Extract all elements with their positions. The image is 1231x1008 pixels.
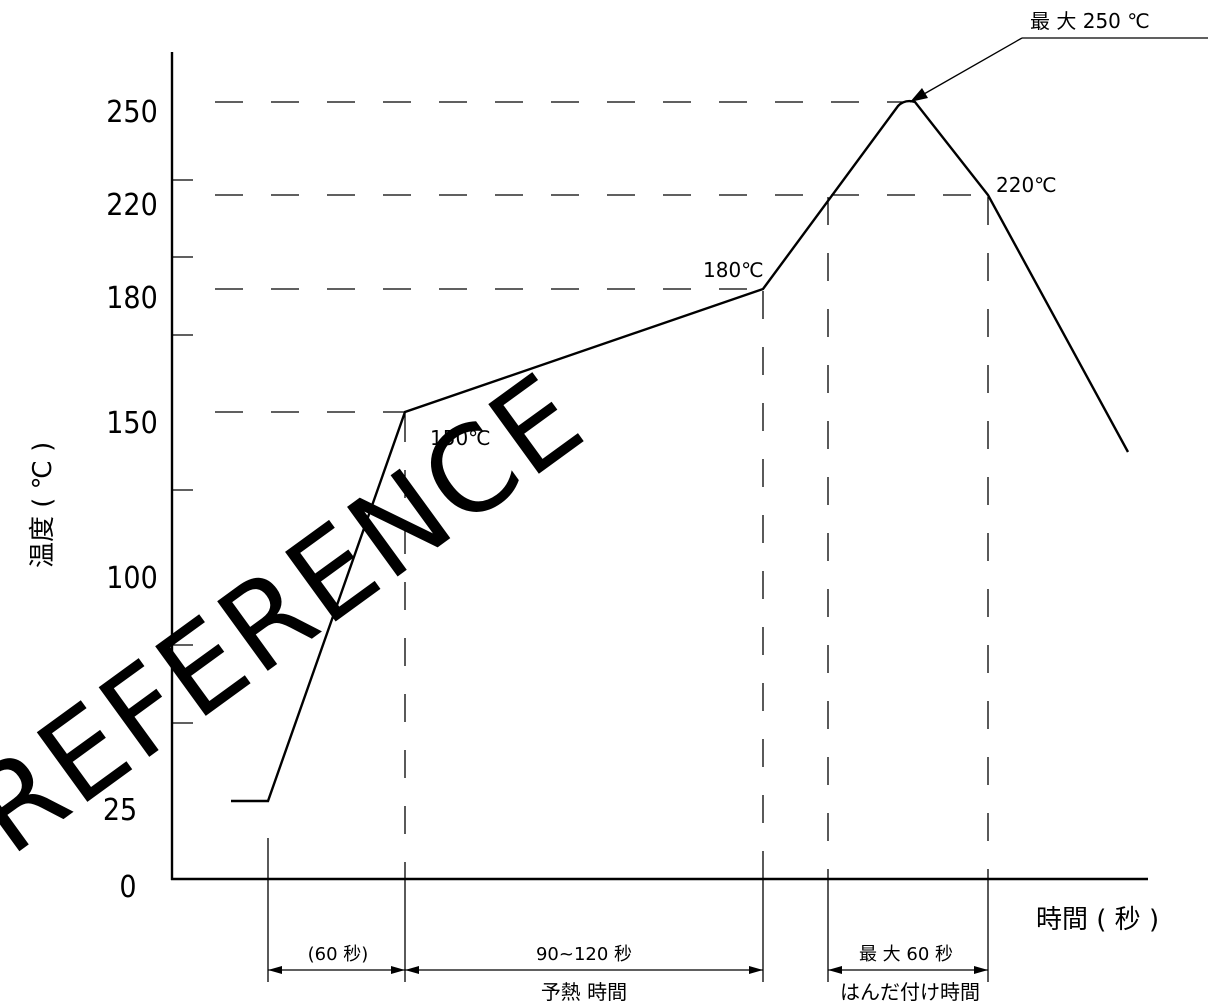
point-label-180: 180℃ bbox=[703, 258, 764, 282]
y-tick-label: 250 bbox=[106, 95, 158, 130]
callout-arrowhead bbox=[910, 88, 928, 102]
axes bbox=[170, 52, 1148, 881]
y-tick-labels: 250 220 180 150 100 25 0 bbox=[103, 95, 158, 905]
interval-top-label: 最 大 60 秒 bbox=[859, 944, 953, 965]
point-label-150: 150℃ bbox=[430, 426, 491, 450]
interval-markers: (60 秒) 90~120 秒 最 大 60 秒 予熱 時間 はんだ付け時間 bbox=[267, 838, 989, 1004]
interval-top-label: 90~120 秒 bbox=[536, 944, 632, 965]
reference-dashes-vertical bbox=[404, 197, 989, 880]
y-tick-label: 0 bbox=[119, 870, 136, 905]
interval-bottom-label: 予熱 時間 bbox=[541, 980, 627, 1004]
arrowhead bbox=[391, 966, 405, 974]
y-tick-label: 150 bbox=[106, 406, 158, 441]
y-tick-label: 100 bbox=[106, 561, 158, 596]
reference-dashes-horizontal bbox=[215, 101, 988, 413]
peak-callout: 最 大 250 ℃ bbox=[909, 9, 1208, 103]
interval-bottom-label: はんだ付け時間 bbox=[840, 980, 980, 1004]
y-tick-label: 220 bbox=[106, 188, 158, 223]
arrowhead bbox=[974, 966, 988, 974]
y-tick-label: 180 bbox=[106, 281, 158, 316]
y-axis-title: 温度 ( ℃ ) bbox=[28, 442, 58, 568]
x-axis-title: 時間 ( 秒 ) bbox=[1036, 905, 1159, 935]
arrowhead bbox=[749, 966, 763, 974]
callout-text: 最 大 250 ℃ bbox=[1030, 9, 1150, 33]
point-label-220: 220℃ bbox=[996, 173, 1057, 197]
arrowhead bbox=[268, 966, 282, 974]
arrowhead bbox=[828, 966, 842, 974]
watermark: REFERENCE bbox=[0, 347, 608, 881]
interval-top-label: (60 秒) bbox=[308, 944, 369, 965]
arrowhead bbox=[405, 966, 419, 974]
profile-line bbox=[231, 99, 1130, 803]
callout-leader bbox=[909, 37, 1023, 103]
y-tick-label: 25 bbox=[103, 793, 137, 828]
